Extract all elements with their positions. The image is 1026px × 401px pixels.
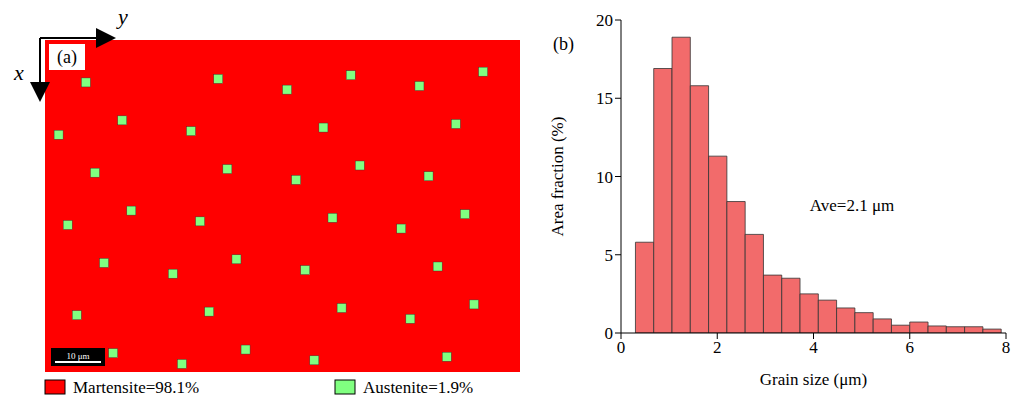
svg-text:0: 0	[617, 338, 626, 357]
svg-text:Ave=2.1 μm: Ave=2.1 μm	[810, 196, 895, 215]
svg-text:x: x	[13, 60, 24, 85]
svg-text:y: y	[116, 4, 128, 29]
svg-text:4: 4	[809, 338, 818, 357]
svg-text:10: 10	[596, 168, 613, 187]
svg-text:Martensite=98.1%: Martensite=98.1%	[73, 378, 199, 397]
svg-text:(a): (a)	[57, 47, 77, 68]
svg-text:6: 6	[906, 338, 915, 357]
svg-text:10 μm: 10 μm	[66, 351, 89, 361]
svg-text:Austenite=1.9%: Austenite=1.9%	[363, 378, 473, 397]
svg-text:5: 5	[605, 246, 614, 265]
svg-text:20: 20	[596, 11, 613, 30]
svg-text:2: 2	[713, 338, 722, 357]
svg-text:Area fraction (%): Area fraction (%)	[548, 117, 567, 237]
svg-text:0: 0	[605, 324, 614, 343]
svg-text:8: 8	[1002, 338, 1011, 357]
svg-text:Grain size (μm): Grain size (μm)	[760, 370, 867, 389]
html-text:(b): (b)	[553, 34, 574, 54]
svg-text:15: 15	[596, 89, 613, 108]
